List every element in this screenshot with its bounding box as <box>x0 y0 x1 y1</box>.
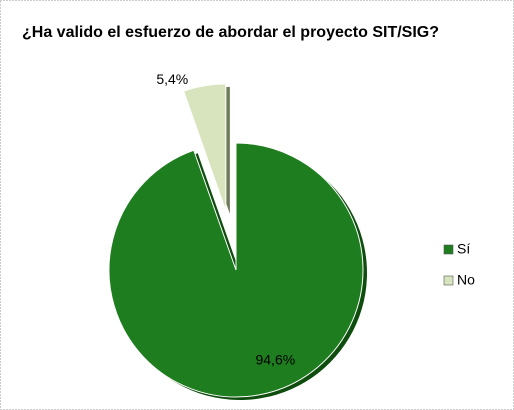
legend-swatch <box>443 275 454 286</box>
data-label: 5,4% <box>156 71 188 87</box>
data-label: 94,6% <box>255 352 295 368</box>
pie-slice <box>108 142 364 398</box>
legend-swatch <box>443 244 454 255</box>
pie-slice <box>182 83 227 212</box>
legend-label: Sí <box>457 241 470 257</box>
chart-title: ¿Ha valido el esfuerzo de abordar el pro… <box>22 24 439 41</box>
legend-label: No <box>457 272 475 288</box>
